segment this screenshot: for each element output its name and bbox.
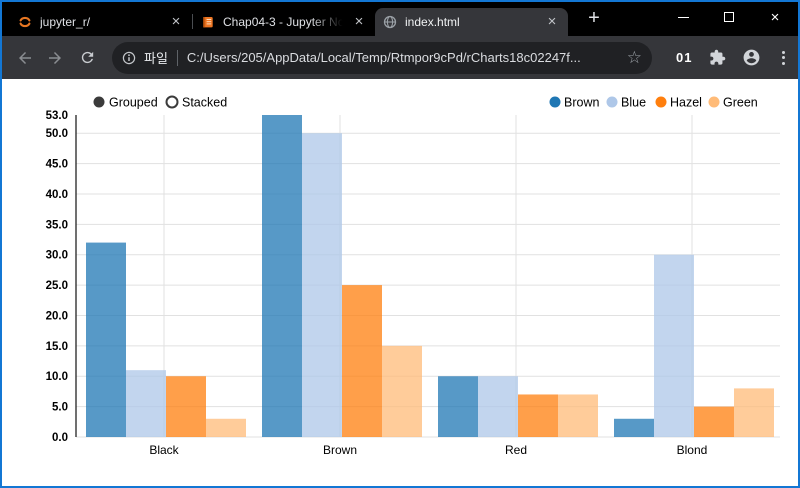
y-tick-label: 15.0 bbox=[46, 341, 68, 353]
back-button[interactable] bbox=[12, 45, 38, 71]
bar-green-red[interactable] bbox=[558, 394, 598, 437]
jupyter-icon bbox=[18, 15, 32, 29]
tab-title: jupyter_r/ bbox=[40, 15, 91, 29]
info-icon[interactable] bbox=[122, 51, 136, 65]
bar-blue-black[interactable] bbox=[126, 370, 166, 437]
y-tick-label: 50.0 bbox=[46, 128, 68, 140]
legend-label: Green bbox=[723, 96, 758, 110]
window-controls: × bbox=[660, 2, 798, 32]
minimize-button[interactable] bbox=[660, 2, 706, 32]
bar-chart: 0.0 5.0 10.0 15.0 20.0 25.0 30.0 35.0 40.0 45.0 50… bbox=[46, 95, 780, 457]
bar-brown-brown[interactable] bbox=[262, 115, 302, 437]
close-tab-icon[interactable]: × bbox=[354, 13, 364, 30]
url-separator bbox=[176, 49, 178, 66]
new-tab-button[interactable]: + bbox=[588, 7, 600, 29]
tab-separator bbox=[192, 14, 193, 29]
bar-blue-brown[interactable] bbox=[302, 133, 342, 437]
tab-index-html[interactable]: index.html × bbox=[375, 8, 568, 36]
legend-label: Brown bbox=[564, 96, 599, 110]
bar-brown-black[interactable] bbox=[86, 242, 126, 437]
forward-button[interactable] bbox=[42, 45, 68, 71]
extension-badge[interactable]: 01 bbox=[676, 50, 693, 65]
tab-notebook[interactable]: Chap04-3 - Jupyter No × bbox=[193, 8, 375, 36]
chart-control-stacked[interactable]: Stacked bbox=[165, 95, 228, 110]
close-tab-icon[interactable]: × bbox=[171, 13, 181, 30]
y-tick-label: 45.0 bbox=[46, 159, 68, 171]
page-content: 0.0 5.0 10.0 15.0 20.0 25.0 30.0 35.0 40.0 45.0 50… bbox=[2, 79, 798, 486]
minimize-icon bbox=[677, 16, 689, 18]
profile-avatar-icon[interactable] bbox=[741, 48, 761, 68]
control-label: Grouped bbox=[109, 96, 158, 110]
address-bar[interactable]: 파일 C:/Users/205/AppData/Local/Temp/Rtmpo… bbox=[112, 41, 652, 74]
bar-green-brown[interactable] bbox=[382, 345, 422, 437]
reload-button[interactable] bbox=[74, 45, 100, 71]
y-tick-label: 5.0 bbox=[52, 402, 68, 414]
bar-brown-red[interactable] bbox=[438, 376, 478, 437]
tab-jupyter[interactable]: jupyter_r/ × bbox=[10, 8, 192, 36]
maximize-icon bbox=[724, 12, 734, 22]
extensions-puzzle-icon[interactable] bbox=[707, 48, 727, 68]
notebook-icon bbox=[201, 15, 215, 29]
chart-control-grouped[interactable]: Grouped bbox=[93, 96, 158, 110]
legend-item-brown[interactable]: Brown bbox=[549, 96, 600, 110]
bar-blue-blond[interactable] bbox=[654, 254, 694, 437]
legend-item-hazel[interactable]: Hazel bbox=[655, 96, 702, 110]
x-tick-label: Brown bbox=[323, 443, 357, 457]
y-tick-label: 10.0 bbox=[46, 371, 68, 383]
x-tick-label: Blond bbox=[677, 443, 708, 457]
bar-green-blond[interactable] bbox=[734, 388, 774, 437]
x-tick-label: Black bbox=[149, 443, 179, 457]
bar-hazel-red[interactable] bbox=[518, 394, 558, 437]
y-tick-label: 40.0 bbox=[46, 189, 68, 201]
bar-hazel-brown[interactable] bbox=[342, 285, 382, 437]
bar-hazel-black[interactable] bbox=[166, 376, 206, 437]
bar-brown-blond[interactable] bbox=[614, 418, 654, 437]
x-tick-label: Red bbox=[505, 443, 527, 457]
y-tick-label: 30.0 bbox=[46, 250, 68, 262]
y-tick-label: 35.0 bbox=[46, 219, 68, 231]
legend-label: Blue bbox=[621, 96, 646, 110]
bar-hazel-blond[interactable] bbox=[694, 406, 734, 437]
bar-blue-red[interactable] bbox=[478, 376, 518, 437]
y-tick-label: 20.0 bbox=[46, 310, 68, 322]
legend-swatch-icon bbox=[606, 96, 618, 108]
url-scheme-label: 파일 bbox=[144, 51, 168, 66]
y-tick-label: 53.0 bbox=[46, 110, 68, 122]
control-label: Stacked bbox=[182, 96, 227, 110]
radio-selected-icon[interactable] bbox=[93, 96, 105, 108]
browser-toolbar: 파일 C:/Users/205/AppData/Local/Temp/Rtmpo… bbox=[2, 36, 798, 79]
maximize-button[interactable] bbox=[706, 2, 752, 32]
legend-swatch-icon bbox=[655, 96, 667, 108]
legend-swatch-icon bbox=[549, 96, 561, 108]
legend-swatch-icon bbox=[708, 96, 720, 108]
globe-icon bbox=[383, 15, 397, 29]
y-tick-label: 0.0 bbox=[52, 432, 68, 444]
legend-item-blue[interactable]: Blue bbox=[606, 96, 647, 110]
close-tab-icon[interactable]: × bbox=[547, 13, 557, 30]
bookmark-star-icon[interactable]: ☆ bbox=[626, 48, 642, 67]
legend-item-green[interactable]: Green bbox=[708, 96, 758, 110]
y-tick-label: 25.0 bbox=[46, 280, 68, 292]
browser-menu-icon[interactable] bbox=[774, 48, 792, 68]
url-text[interactable]: C:/Users/205/AppData/Local/Temp/Rtmpor9c… bbox=[186, 50, 581, 65]
close-button[interactable]: × bbox=[770, 8, 780, 26]
legend-label: Hazel bbox=[670, 96, 702, 110]
bar-green-black[interactable] bbox=[206, 418, 246, 437]
radio-unselected-icon[interactable] bbox=[165, 95, 179, 109]
tab-strip: jupyter_r/ × Chap04-3 - Jupyter No × ind… bbox=[2, 2, 798, 36]
tab-title: index.html bbox=[405, 15, 460, 29]
tab-title: Chap04-3 - Jupyter No bbox=[223, 15, 345, 29]
